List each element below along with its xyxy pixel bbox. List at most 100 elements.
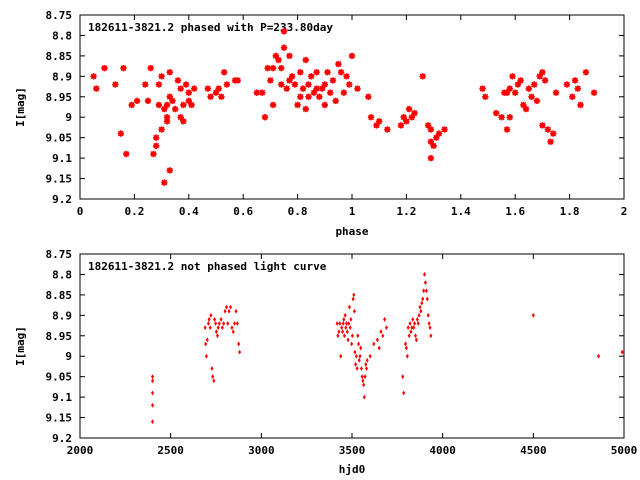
data-point	[261, 114, 269, 121]
data-point	[427, 321, 431, 326]
data-point	[429, 333, 433, 339]
data-point	[212, 378, 216, 384]
data-point	[341, 329, 345, 335]
data-point	[204, 341, 208, 347]
x-tick-label: 0	[77, 205, 84, 218]
data-point	[142, 81, 149, 88]
data-point	[216, 325, 220, 330]
data-point	[547, 138, 554, 145]
data-point	[563, 81, 571, 88]
x-axis-label-bottom: hjd0	[339, 463, 366, 476]
data-point	[213, 317, 217, 322]
data-point	[313, 69, 320, 76]
y-tick-label: 9	[65, 111, 72, 124]
data-point	[166, 167, 173, 174]
data-point	[411, 317, 415, 322]
y-tick-label: 8.75	[46, 248, 73, 261]
data-point	[278, 64, 285, 72]
data-point	[536, 73, 543, 80]
y-tick-label: 8.85	[46, 50, 73, 63]
data-point	[405, 353, 409, 359]
data-point	[169, 97, 176, 105]
data-point	[384, 126, 391, 133]
data-point	[372, 341, 376, 347]
data-point	[336, 333, 340, 339]
y-tick-label: 9.15	[46, 173, 73, 186]
data-point	[362, 394, 366, 400]
data-point	[482, 93, 489, 100]
data-point	[180, 118, 187, 125]
x-tick-label: 0.6	[233, 205, 253, 218]
data-point	[158, 73, 165, 80]
data-point	[302, 105, 309, 113]
y-tick-label: 8.95	[46, 330, 73, 343]
data-point	[151, 378, 155, 384]
plot-title-bottom: 182611-3821.2 not phased light curve	[88, 260, 327, 273]
data-point	[120, 64, 127, 72]
x-tick-label: 3000	[248, 444, 275, 457]
data-point	[407, 333, 411, 339]
data-point	[152, 142, 160, 150]
data-point	[230, 325, 234, 330]
data-point	[253, 89, 260, 96]
y-tick-label: 8.95	[46, 91, 73, 104]
x-tick-label: 2	[621, 205, 628, 218]
data-point	[305, 93, 312, 100]
data-point	[327, 89, 334, 96]
data-point	[269, 101, 277, 109]
data-point	[294, 101, 301, 109]
data-point	[209, 312, 213, 318]
data-point	[367, 114, 375, 121]
data-point	[342, 317, 346, 322]
data-point	[222, 321, 226, 326]
data-point	[422, 288, 426, 294]
x-tick-label: 4000	[429, 444, 456, 457]
y-tick-label: 9.2	[52, 193, 72, 206]
data-point	[343, 73, 350, 80]
data-point	[346, 337, 350, 343]
data-point	[550, 130, 557, 137]
data-point	[377, 345, 381, 351]
data-point	[342, 333, 346, 339]
data-point	[302, 56, 309, 64]
y-tick-label: 9.05	[46, 132, 73, 145]
data-point	[620, 349, 624, 355]
data-point	[354, 353, 358, 359]
data-point	[335, 321, 339, 326]
data-point	[166, 93, 173, 100]
y-tick-label: 8.75	[46, 9, 73, 22]
data-point	[340, 325, 344, 330]
data-point	[360, 374, 364, 380]
data-point	[286, 77, 293, 84]
data-point	[163, 118, 171, 125]
data-point	[574, 85, 581, 92]
data-point	[506, 114, 513, 121]
data-point	[348, 325, 352, 330]
axis-ticks-top: 0 0.2 0.4 0.6 0.8 1 1.2 1.4 1.6 1.8 2 8.75 8.8 8.85 8.…	[46, 9, 628, 218]
data-point	[533, 97, 541, 105]
axis-ticks-bottom: 2000 2500 3000 3500 4000 4500 5000 8.75 8.8 8.85 8…	[46, 248, 638, 457]
data-point	[349, 317, 353, 322]
phased-light-curve-plot: 182611-3821.2 phased with P=233.80day ph…	[14, 9, 627, 238]
data-point	[297, 69, 304, 76]
data-point	[525, 85, 532, 92]
unphased-light-curve-plot: 182611-3821.2 not phased light curve hjd…	[14, 248, 637, 476]
data-point	[220, 69, 228, 76]
data-point	[280, 28, 288, 35]
x-tick-label: 2000	[67, 444, 94, 457]
data-point	[191, 85, 198, 92]
data-point	[267, 77, 274, 84]
data-point	[418, 304, 422, 310]
data-point	[509, 73, 516, 80]
data-point	[229, 304, 233, 310]
data-point	[428, 325, 432, 330]
data-points-top	[90, 28, 598, 186]
data-point	[174, 77, 182, 84]
data-point	[539, 69, 546, 76]
data-point	[90, 73, 97, 80]
x-tick-label: 1	[349, 205, 356, 218]
data-point	[225, 304, 229, 310]
data-point	[401, 374, 405, 380]
data-point	[379, 329, 383, 335]
data-point	[223, 308, 227, 314]
